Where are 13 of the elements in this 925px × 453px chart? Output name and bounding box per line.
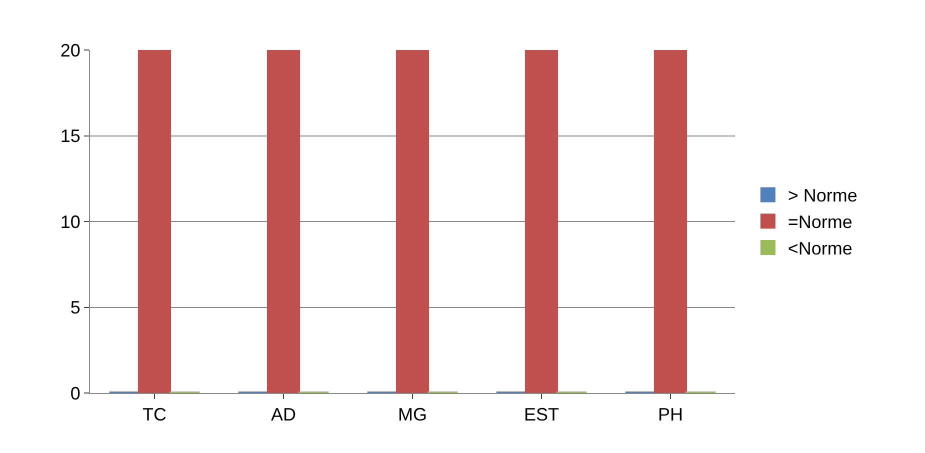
legend-label: > Norme <box>788 186 858 206</box>
x-tick-label: EST <box>524 404 560 425</box>
y-tick-label: 10 <box>60 212 80 232</box>
legend-label: =Norme <box>788 212 852 232</box>
y-tick-label: 0 <box>70 383 80 404</box>
x-tick-label: PH <box>658 404 684 425</box>
x-tick-label: MG <box>398 404 427 425</box>
y-tick-label: 15 <box>60 126 80 146</box>
x-tick-label: AD <box>270 404 296 425</box>
legend-label: <Norme <box>788 238 852 259</box>
y-tick-label: 20 <box>60 40 80 60</box>
x-tick-label: TC <box>142 404 166 425</box>
y-tick-label: 5 <box>70 298 80 318</box>
